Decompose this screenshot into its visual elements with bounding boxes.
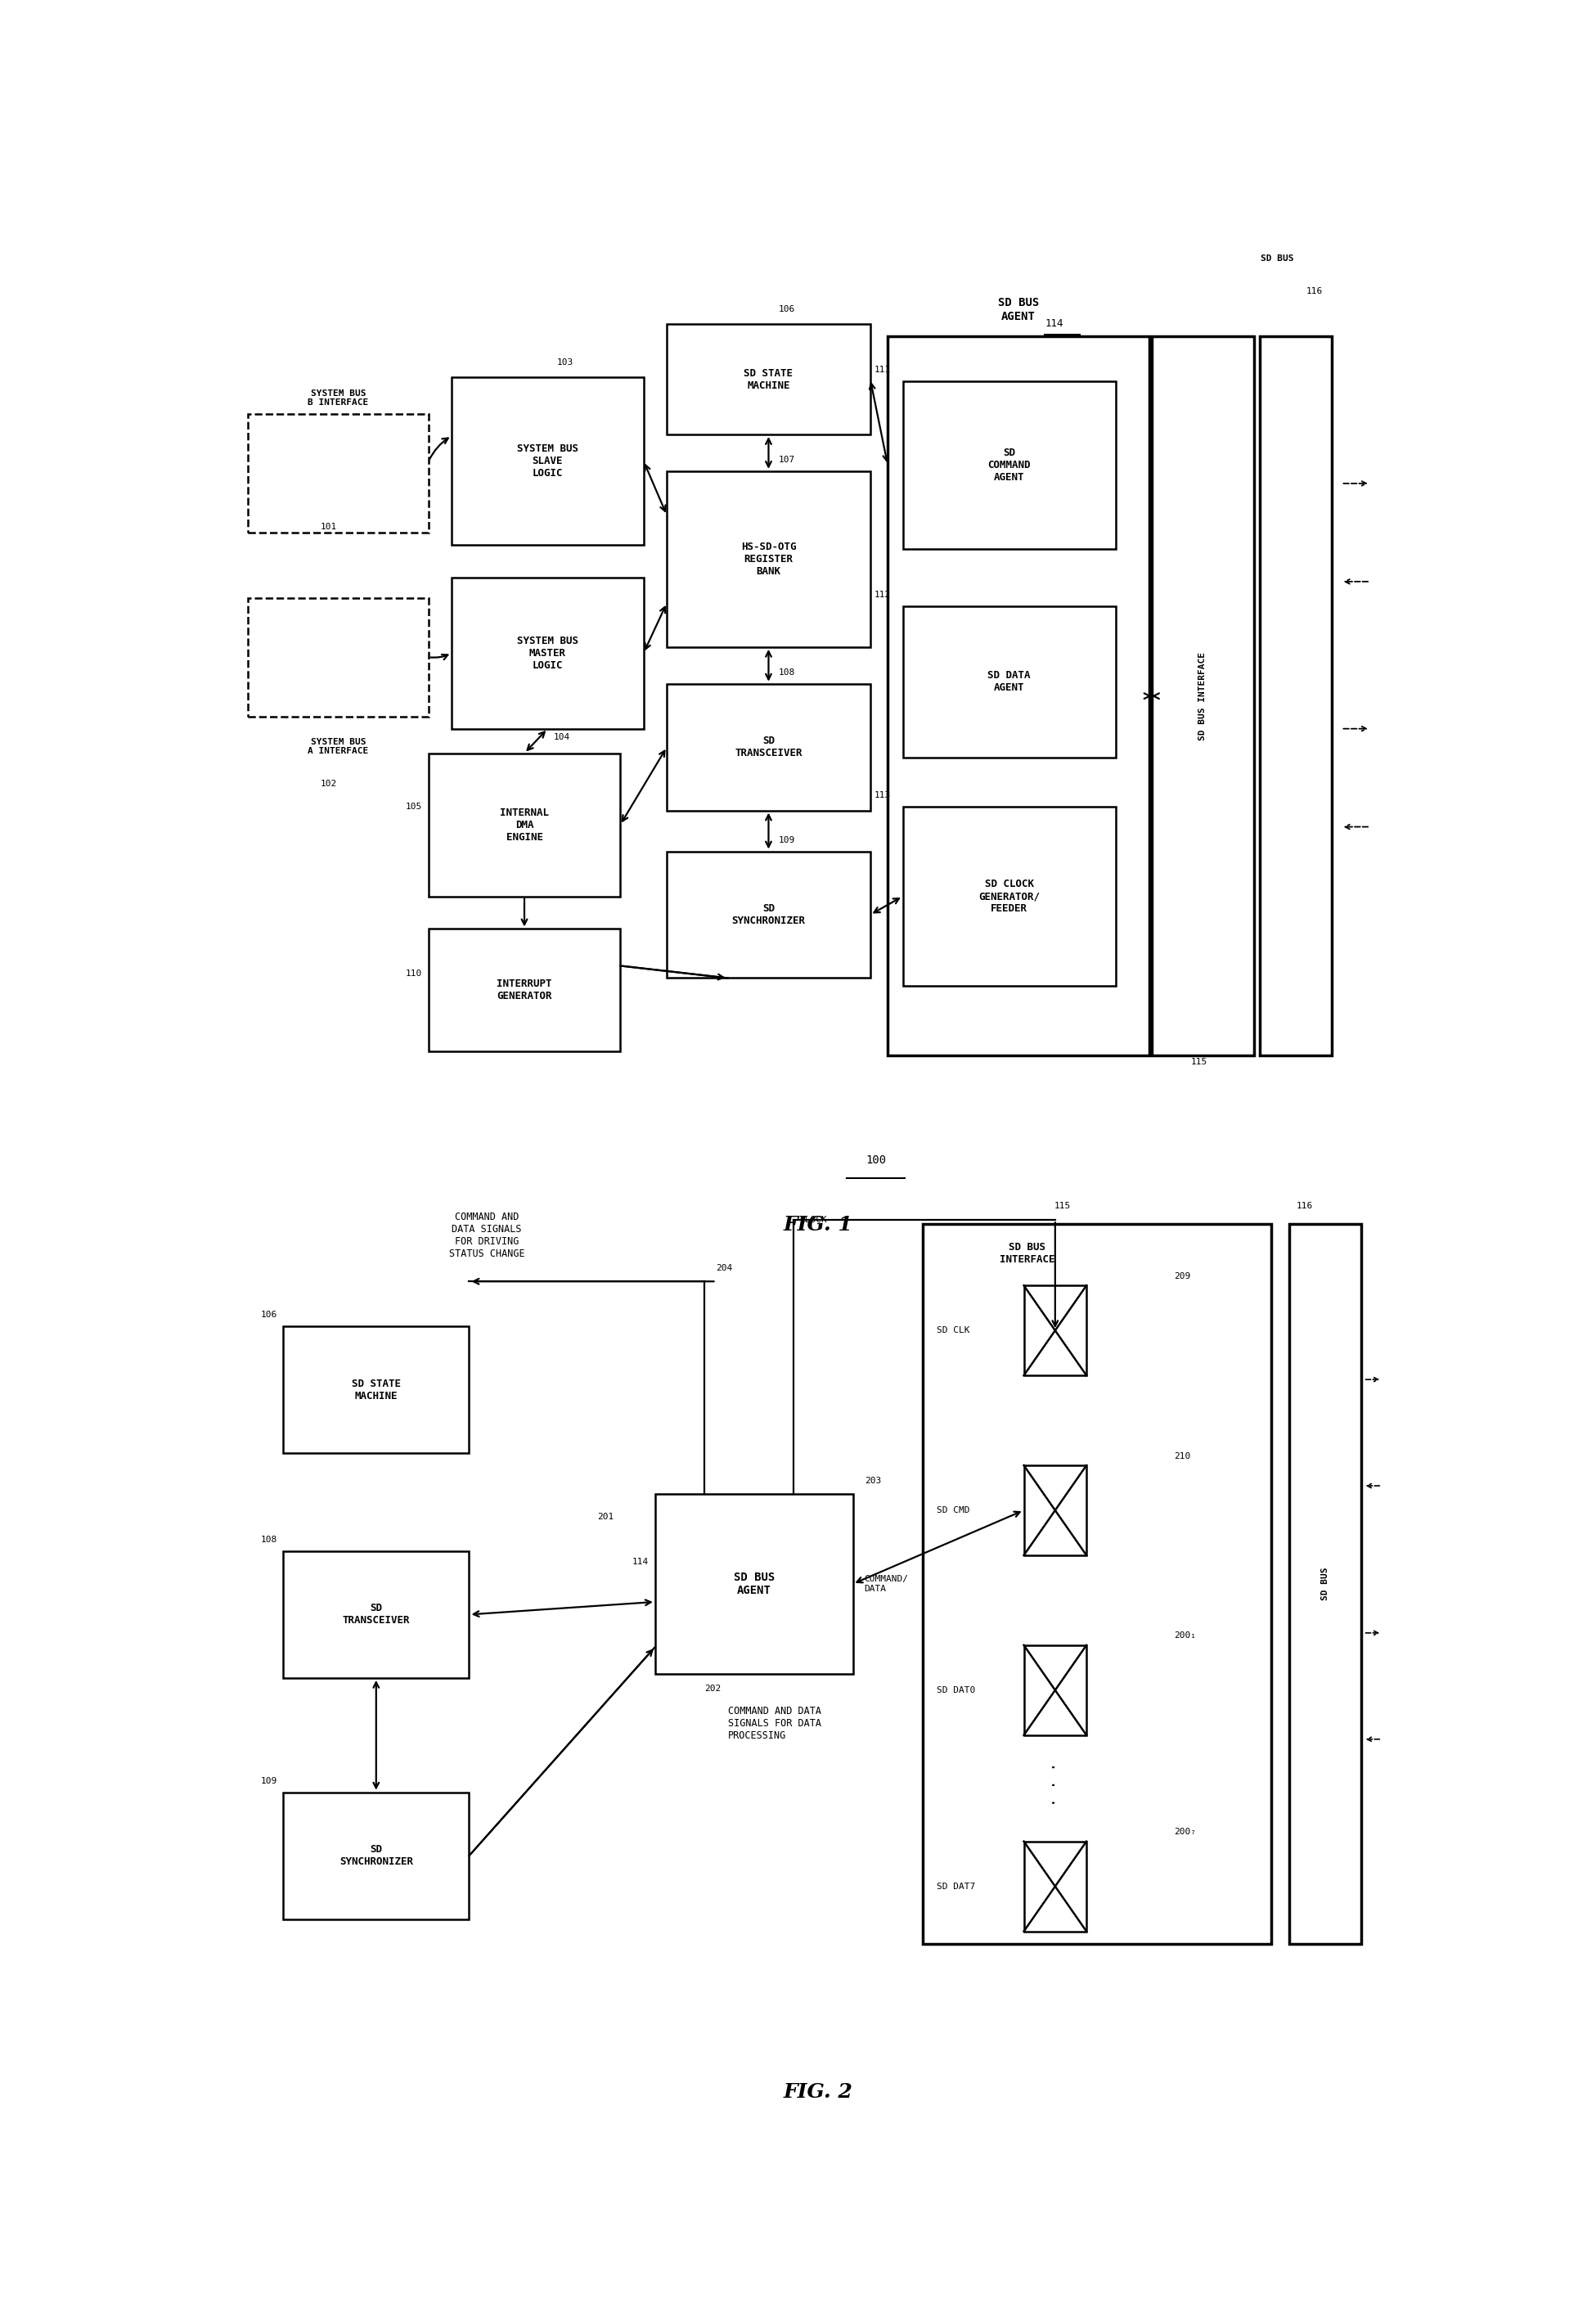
FancyBboxPatch shape xyxy=(282,1327,469,1454)
Text: 114: 114 xyxy=(632,1558,650,1565)
Text: 113: 113 xyxy=(875,792,891,799)
Text: 102: 102 xyxy=(321,780,337,787)
Text: SD BUS: SD BUS xyxy=(1261,254,1294,263)
Text: SD BUS INTERFACE: SD BUS INTERFACE xyxy=(1199,651,1207,741)
Text: SD
COMMAND
AGENT: SD COMMAND AGENT xyxy=(988,448,1031,482)
Text: 200₇: 200₇ xyxy=(1173,1828,1195,1837)
Text: 203: 203 xyxy=(865,1477,881,1484)
Text: COMMAND AND
DATA SIGNALS
FOR DRIVING
STATUS CHANGE: COMMAND AND DATA SIGNALS FOR DRIVING STA… xyxy=(448,1212,525,1260)
Text: 106: 106 xyxy=(779,305,795,314)
Text: SD STATE
MACHINE: SD STATE MACHINE xyxy=(351,1378,401,1401)
Text: 114: 114 xyxy=(1045,319,1063,330)
FancyBboxPatch shape xyxy=(922,1223,1272,1943)
FancyBboxPatch shape xyxy=(1290,1223,1361,1943)
FancyBboxPatch shape xyxy=(667,323,870,434)
Text: COMMAND/
DATA: COMMAND/ DATA xyxy=(865,1574,908,1593)
FancyBboxPatch shape xyxy=(1259,337,1331,1055)
Text: 201: 201 xyxy=(597,1512,613,1521)
Text: 115: 115 xyxy=(1191,1057,1208,1066)
FancyBboxPatch shape xyxy=(249,413,428,533)
Text: SD CLOCK
GENERATOR/
FEEDER: SD CLOCK GENERATOR/ FEEDER xyxy=(978,879,1041,914)
FancyBboxPatch shape xyxy=(903,805,1116,986)
Text: 107: 107 xyxy=(779,457,795,464)
Text: SYSTEM BUS
A INTERFACE: SYSTEM BUS A INTERFACE xyxy=(308,739,369,755)
FancyBboxPatch shape xyxy=(428,930,621,1052)
Text: SYSTEM BUS
B INTERFACE: SYSTEM BUS B INTERFACE xyxy=(308,390,369,406)
FancyBboxPatch shape xyxy=(903,381,1116,549)
Text: 109: 109 xyxy=(779,835,795,845)
FancyBboxPatch shape xyxy=(656,1493,852,1673)
Text: SD BUS
INTERFACE: SD BUS INTERFACE xyxy=(999,1242,1055,1265)
FancyBboxPatch shape xyxy=(1025,1646,1087,1736)
Text: INTERNAL
DMA
ENGINE: INTERNAL DMA ENGINE xyxy=(500,808,549,842)
Text: 209: 209 xyxy=(1173,1272,1191,1281)
FancyBboxPatch shape xyxy=(249,598,428,715)
Text: · · ·: · · · xyxy=(1049,1761,1063,1807)
Text: 112: 112 xyxy=(875,591,891,600)
FancyBboxPatch shape xyxy=(903,607,1116,757)
Text: 108: 108 xyxy=(779,669,795,676)
Text: SD
SYNCHRONIZER: SD SYNCHRONIZER xyxy=(731,902,806,926)
Text: 111: 111 xyxy=(875,367,891,374)
Text: 108: 108 xyxy=(260,1535,278,1544)
Text: 104: 104 xyxy=(554,734,570,741)
Text: SD BUS
AGENT: SD BUS AGENT xyxy=(997,298,1039,323)
Text: CLOCK: CLOCK xyxy=(800,1216,827,1223)
Text: SYSTEM BUS
MASTER
LOGIC: SYSTEM BUS MASTER LOGIC xyxy=(517,635,578,672)
FancyBboxPatch shape xyxy=(1025,1466,1087,1556)
Text: SD DATA
AGENT: SD DATA AGENT xyxy=(988,669,1031,692)
Text: SD DAT0: SD DAT0 xyxy=(937,1687,975,1694)
FancyBboxPatch shape xyxy=(1025,1286,1087,1376)
FancyBboxPatch shape xyxy=(452,376,643,545)
Text: 105: 105 xyxy=(405,803,423,810)
Text: 202: 202 xyxy=(704,1685,721,1692)
Text: SD
SYNCHRONIZER: SD SYNCHRONIZER xyxy=(340,1844,413,1867)
FancyBboxPatch shape xyxy=(667,683,870,810)
Text: FIG. 1: FIG. 1 xyxy=(784,1214,852,1235)
FancyBboxPatch shape xyxy=(667,471,870,646)
Text: FIG. 2: FIG. 2 xyxy=(784,2082,852,2103)
FancyBboxPatch shape xyxy=(428,752,621,896)
Text: 116: 116 xyxy=(1296,1202,1312,1209)
Text: SYSTEM BUS
SLAVE
LOGIC: SYSTEM BUS SLAVE LOGIC xyxy=(517,443,578,478)
FancyBboxPatch shape xyxy=(667,852,870,979)
Text: 101: 101 xyxy=(321,522,337,531)
FancyBboxPatch shape xyxy=(1152,337,1254,1055)
Text: 115: 115 xyxy=(1053,1202,1071,1209)
FancyBboxPatch shape xyxy=(282,1793,469,1918)
Text: SD STATE
MACHINE: SD STATE MACHINE xyxy=(744,367,793,390)
Text: 210: 210 xyxy=(1173,1452,1191,1461)
FancyBboxPatch shape xyxy=(887,337,1149,1055)
Text: SD DAT7: SD DAT7 xyxy=(937,1883,975,1890)
Text: 106: 106 xyxy=(260,1311,278,1320)
Text: SD
TRANSCEIVER: SD TRANSCEIVER xyxy=(343,1604,410,1627)
FancyBboxPatch shape xyxy=(282,1551,469,1678)
Text: SD
TRANSCEIVER: SD TRANSCEIVER xyxy=(734,736,803,759)
Text: SD BUS: SD BUS xyxy=(1321,1567,1329,1599)
Text: INTERRUPT
GENERATOR: INTERRUPT GENERATOR xyxy=(496,979,552,1002)
Text: 100: 100 xyxy=(865,1154,886,1166)
FancyBboxPatch shape xyxy=(452,577,643,729)
Text: 109: 109 xyxy=(260,1777,278,1784)
Text: COMMAND AND DATA
SIGNALS FOR DATA
PROCESSING: COMMAND AND DATA SIGNALS FOR DATA PROCES… xyxy=(728,1706,820,1740)
Text: 103: 103 xyxy=(557,358,575,367)
Text: SD BUS
AGENT: SD BUS AGENT xyxy=(734,1572,774,1597)
Text: 200₁: 200₁ xyxy=(1173,1632,1195,1641)
Text: HS-SD-OTG
REGISTER
BANK: HS-SD-OTG REGISTER BANK xyxy=(741,542,796,577)
Text: 110: 110 xyxy=(405,969,423,979)
Text: SD CMD: SD CMD xyxy=(937,1507,970,1514)
Text: SD CLK: SD CLK xyxy=(937,1327,970,1334)
FancyBboxPatch shape xyxy=(1025,1842,1087,1932)
Text: 116: 116 xyxy=(1306,286,1323,295)
Text: 204: 204 xyxy=(717,1265,733,1272)
